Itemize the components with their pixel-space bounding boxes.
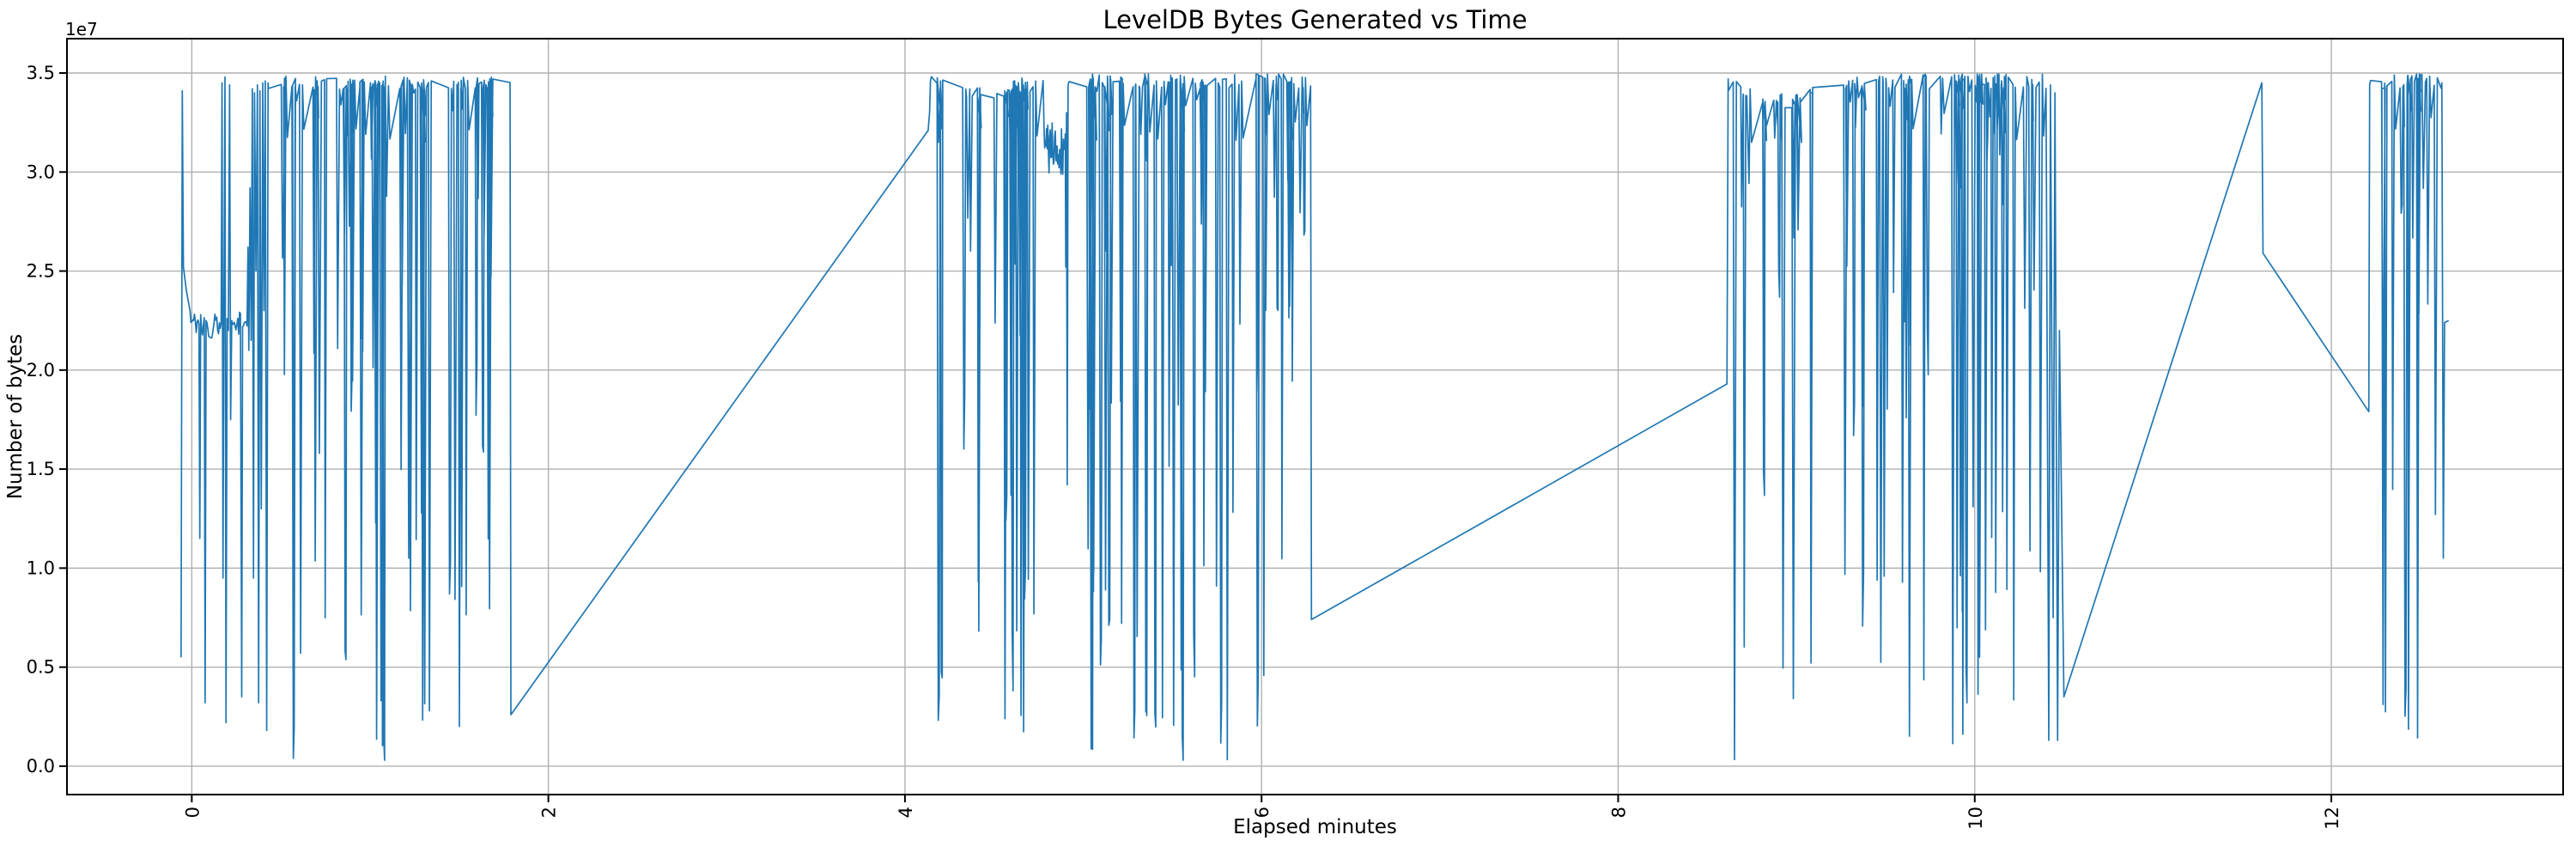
- chart-title: LevelDB Bytes Generated vs Time: [1103, 5, 1528, 34]
- tick-marks: [59, 72, 2333, 802]
- y-tick-label: 3.5: [27, 63, 55, 83]
- x-tick-label: 8: [1608, 807, 1629, 818]
- series-line: [180, 73, 2450, 761]
- y-tick-label: 2.5: [27, 261, 55, 282]
- y-tick-label: 1.5: [27, 459, 55, 479]
- y-axis-title: Number of bytes: [4, 333, 27, 500]
- x-axis-title: Elapsed minutes: [1233, 816, 1397, 838]
- x-tick-label: 12: [2322, 807, 2342, 830]
- y-axis-offset-label: 1e7: [65, 19, 98, 40]
- y-tick-label: 2.0: [27, 360, 55, 381]
- axes-spines: [66, 38, 2564, 795]
- x-tick-label: 10: [1965, 807, 1986, 830]
- y-tick-label: 1.0: [27, 557, 55, 578]
- x-tick-label: 2: [539, 807, 560, 818]
- y-tick-label: 0.5: [27, 657, 55, 678]
- plot-background: [67, 39, 2563, 795]
- x-tick-label: 6: [1252, 807, 1273, 818]
- tick-labels: 0 2 4 6 8 10 12 0.0 0.5 1.0 1.5 2.0 2.5 3.0 3.5: [27, 63, 2342, 830]
- x-tick-label: 0: [182, 807, 203, 818]
- y-tick-label: 0.0: [27, 756, 55, 777]
- x-tick-label: 4: [896, 807, 916, 818]
- y-tick-label: 3.0: [27, 161, 55, 182]
